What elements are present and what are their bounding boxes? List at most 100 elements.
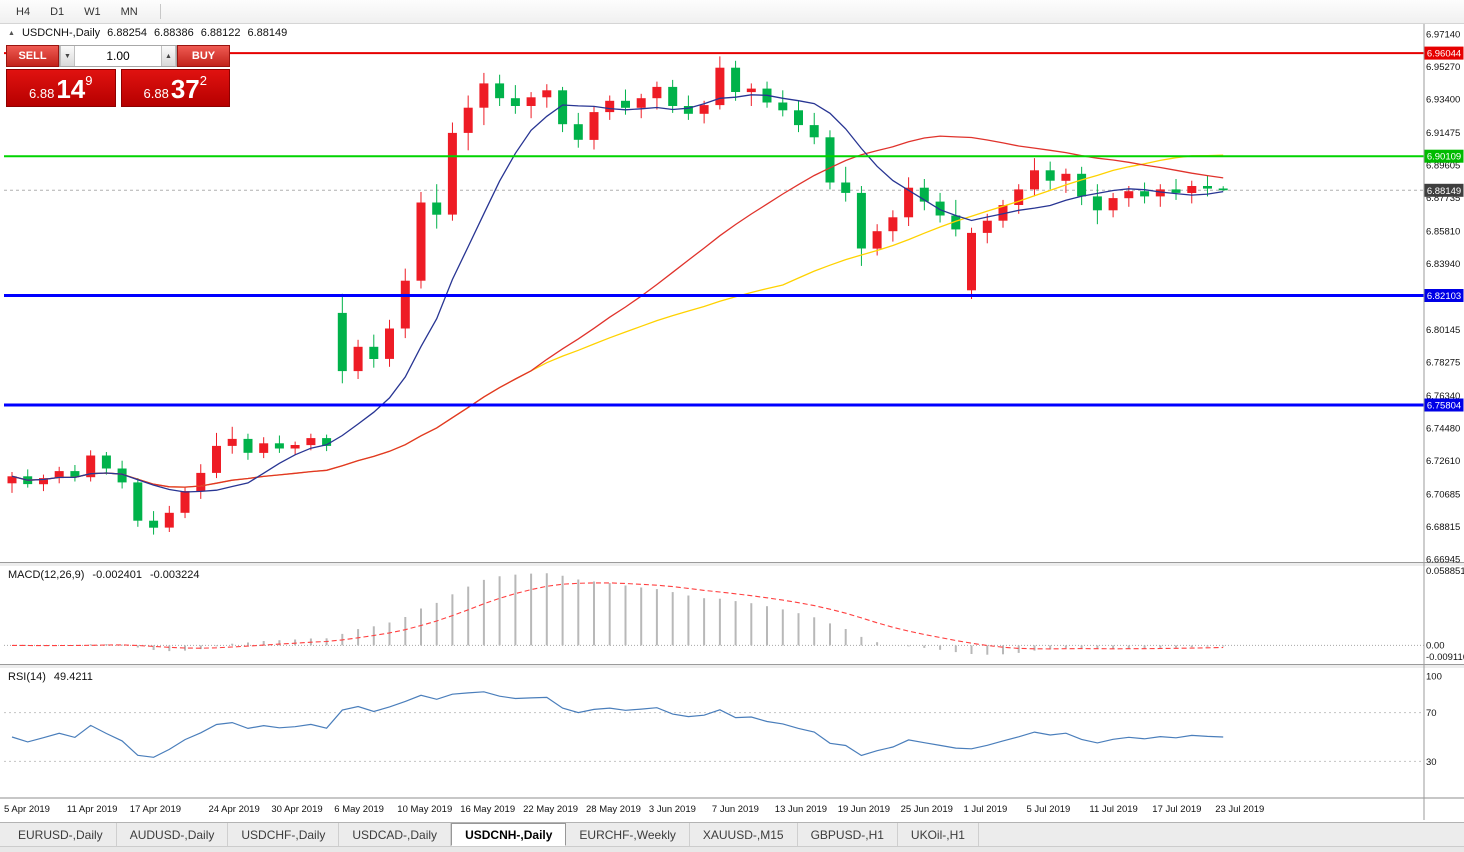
macd-pane-label: MACD(12,26,9) -0.002401 -0.003224 bbox=[8, 569, 200, 581]
pane-separator[interactable] bbox=[0, 562, 1464, 563]
price-badge-text: 6.75804 bbox=[1427, 401, 1461, 412]
volume-down-button[interactable]: ▼ bbox=[60, 46, 75, 66]
date-label: 16 May 2019 bbox=[460, 804, 515, 815]
rsi-value: 49.4211 bbox=[53, 671, 93, 683]
chart-title: ▲ USDCNH-,Daily 6.88254 6.88386 6.88122 … bbox=[8, 27, 287, 39]
volume-input[interactable]: 1.00 bbox=[106, 49, 130, 63]
date-label: 3 Jun 2019 bbox=[649, 804, 696, 815]
chart-tab-eurusd-daily[interactable]: EURUSD-,Daily bbox=[5, 823, 117, 846]
macd-axis-label: 0.00 bbox=[1426, 640, 1445, 651]
buy-price-point: 2 bbox=[199, 73, 207, 88]
chart-tab-audusd-daily[interactable]: AUDUSD-,Daily bbox=[117, 823, 229, 846]
date-label: 28 May 2019 bbox=[586, 804, 641, 815]
rsi-line bbox=[11, 691, 1224, 758]
date-label: 7 Jun 2019 bbox=[712, 804, 759, 815]
price-label: 6.95270 bbox=[1426, 62, 1460, 73]
timeframe-button-h4[interactable]: H4 bbox=[8, 3, 38, 21]
price-label: 6.85810 bbox=[1426, 227, 1460, 238]
price-badge-6.90109 bbox=[1424, 149, 1464, 163]
chart-tab-usdcad-daily[interactable]: USDCAD-,Daily bbox=[339, 823, 452, 846]
buy-button[interactable]: BUY bbox=[177, 45, 230, 67]
macd-signal-line bbox=[11, 582, 1224, 650]
price-badge-6.75804 bbox=[1424, 398, 1464, 412]
date-label: 25 Jun 2019 bbox=[901, 804, 953, 815]
date-label: 22 May 2019 bbox=[523, 804, 578, 815]
chart-tab-gbpusd-h1[interactable]: GBPUSD-,H1 bbox=[798, 823, 898, 846]
price-label: 6.83940 bbox=[1426, 259, 1460, 270]
buy-price-main: 6.88 bbox=[143, 85, 169, 101]
price-badge-6.96044 bbox=[1424, 46, 1464, 60]
sell-price-pips: 14 bbox=[56, 74, 86, 104]
price-label: 6.66945 bbox=[1426, 555, 1460, 566]
buy-price-pips: 37 bbox=[170, 74, 200, 104]
price-label: 6.74480 bbox=[1426, 424, 1460, 435]
price-badge-text: 6.90109 bbox=[1427, 152, 1461, 163]
volume-up-button[interactable]: ▲ bbox=[161, 46, 176, 66]
timeframe-button-mn[interactable]: MN bbox=[113, 3, 146, 21]
date-label: 1 Jul 2019 bbox=[964, 804, 1008, 815]
chart-symbol-label: USDCNH-,Daily bbox=[21, 27, 101, 39]
chart-tab-usdchf-daily[interactable]: USDCHF-,Daily bbox=[228, 823, 340, 846]
sell-button[interactable]: SELL bbox=[6, 45, 59, 67]
price-label: 6.78275 bbox=[1426, 358, 1460, 369]
rsi-axis-label: 100 bbox=[1426, 672, 1442, 683]
macd-name: MACD(12,26,9) bbox=[8, 569, 85, 581]
price-badge-6.88149 bbox=[1424, 183, 1464, 197]
pane-separator[interactable] bbox=[0, 664, 1464, 665]
price-badge-text: 6.88149 bbox=[1427, 186, 1461, 197]
date-label: 13 Jun 2019 bbox=[775, 804, 827, 815]
rsi-indicator bbox=[4, 691, 1424, 762]
price-badge-text: 6.96044 bbox=[1427, 49, 1461, 60]
price-label: 6.70685 bbox=[1426, 490, 1460, 501]
rsi-axis-label: 30 bbox=[1426, 757, 1437, 768]
chart-tab-usdcnh-daily[interactable]: USDCNH-,Daily bbox=[451, 823, 567, 846]
buy-price-display[interactable]: 6.88 37 2 bbox=[120, 69, 230, 107]
timeframe-toolbar: H4 D1 W1 MN bbox=[0, 0, 1464, 24]
subwindow-arrow-icon[interactable]: ▲ bbox=[8, 29, 15, 37]
date-label: 19 Jun 2019 bbox=[838, 804, 890, 815]
status-strip bbox=[0, 846, 1464, 852]
timeframe-button-w1[interactable]: W1 bbox=[76, 3, 109, 21]
ohlc-close: 6.88149 bbox=[247, 27, 288, 39]
price-axis[interactable]: 6.97140 6.95270 6.93400 6.91475 6.89605 6.877… bbox=[1423, 24, 1464, 820]
price-label: 6.91475 bbox=[1426, 128, 1460, 139]
date-label: 10 May 2019 bbox=[397, 804, 452, 815]
price-label: 6.87735 bbox=[1426, 193, 1460, 204]
sell-price-display[interactable]: 6.88 14 9 bbox=[6, 69, 116, 107]
date-label: 30 Apr 2019 bbox=[271, 804, 322, 815]
chart-tab-eurchf-weekly[interactable]: EURCHF-,Weekly bbox=[566, 823, 690, 846]
price-label: 6.76340 bbox=[1426, 391, 1460, 402]
price-label: 6.72610 bbox=[1426, 456, 1460, 467]
ohlc-high: 6.88386 bbox=[153, 27, 194, 39]
macd-axis-label: 0.058851 bbox=[1426, 566, 1464, 577]
date-label: 6 May 2019 bbox=[334, 804, 384, 815]
toolbar-separator bbox=[159, 4, 161, 19]
chart-tab-xauusd-m15[interactable]: XAUUSD-,M15 bbox=[690, 823, 798, 846]
chart-canvas[interactable]: 5 Apr 2019 11 Apr 2019 17 Apr 2019 24 Apr 2… bbox=[0, 24, 1464, 822]
horizontal-level-lines[interactable] bbox=[4, 52, 1424, 407]
date-label: 11 Apr 2019 bbox=[67, 804, 118, 815]
timeframe-button-d1[interactable]: D1 bbox=[42, 3, 72, 21]
ohlc-low: 6.88122 bbox=[200, 27, 241, 39]
ma-50-line bbox=[11, 154, 1224, 488]
date-label: 17 Jul 2019 bbox=[1152, 804, 1201, 815]
macd-indicator bbox=[4, 573, 1424, 655]
chart-window: 5 Apr 2019 11 Apr 2019 17 Apr 2019 24 Apr 2… bbox=[0, 24, 1464, 822]
ohlc-open: 6.88254 bbox=[107, 27, 147, 39]
ma-8-line bbox=[11, 94, 1224, 493]
candlesticks bbox=[7, 56, 1228, 535]
price-badge-6.82103 bbox=[1424, 289, 1464, 302]
macd-value: -0.002401 bbox=[92, 569, 142, 581]
price-label: 6.68815 bbox=[1426, 522, 1460, 533]
ma-34-line bbox=[11, 135, 1224, 488]
chart-tab-bar: EURUSD-,Daily AUDUSD-,Daily USDCHF-,Daily U… bbox=[0, 822, 1464, 846]
price-label: 6.80145 bbox=[1426, 325, 1460, 336]
date-label: 17 Apr 2019 bbox=[130, 804, 181, 815]
time-axis[interactable]: 5 Apr 2019 11 Apr 2019 17 Apr 2019 24 Apr 2… bbox=[0, 797, 1464, 815]
date-label: 5 Jul 2019 bbox=[1027, 804, 1071, 815]
price-label: 6.93400 bbox=[1426, 95, 1460, 106]
sell-price-point: 9 bbox=[85, 73, 93, 88]
chart-tab-ukoil-h1[interactable]: UKOil-,H1 bbox=[898, 823, 979, 846]
price-badges: 6.96044 6.90109 6.88149 6.82103 6.75804 bbox=[1424, 46, 1464, 412]
date-label: 11 Jul 2019 bbox=[1089, 804, 1137, 815]
